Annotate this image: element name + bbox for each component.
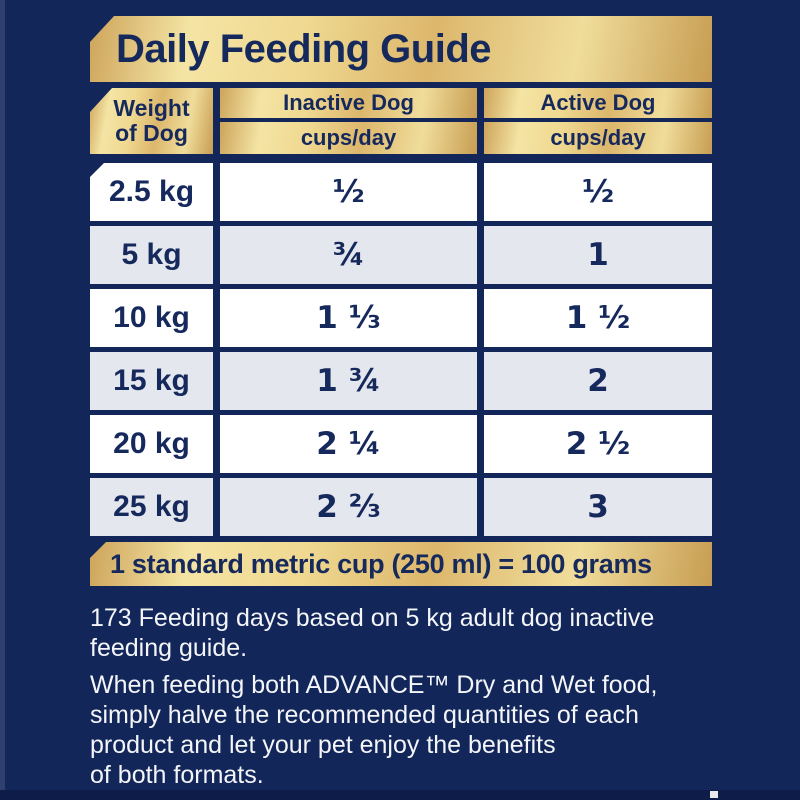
weight-cell: 15 kg bbox=[90, 352, 213, 410]
left-edge-strip bbox=[0, 0, 5, 790]
print-artifact bbox=[710, 791, 718, 798]
bottom-edge-strip bbox=[0, 790, 800, 800]
inactive-amount-cell: ¾ bbox=[220, 226, 477, 284]
page-title: Daily Feeding Guide bbox=[116, 26, 492, 71]
header-weight-cell: Weight of Dog bbox=[90, 88, 213, 154]
inactive-amount-cell: ½ bbox=[220, 163, 477, 221]
note-line: product and let your pet enjoy the benef… bbox=[90, 731, 556, 759]
active-amount-cell: ½ bbox=[484, 163, 712, 221]
weight-cell: 20 kg bbox=[90, 415, 213, 473]
inactive-amount-cell: 1 ⅓ bbox=[220, 289, 477, 347]
active-amount-cell: 3 bbox=[484, 478, 712, 536]
note-line: simply halve the recommended quantities … bbox=[90, 701, 639, 729]
note-line: of both formats. bbox=[90, 761, 264, 789]
active-amount-cell: 2 bbox=[484, 352, 712, 410]
cup-note-text: 1 standard metric cup (250 ml) = 100 gra… bbox=[110, 548, 652, 579]
weight-cell: 10 kg bbox=[90, 289, 213, 347]
note-line: feeding guide. bbox=[90, 634, 248, 662]
feeding-days-note: 173 Feeding days based on 5 kg adult dog… bbox=[90, 603, 654, 663]
inactive-amount-cell: 1 ¾ bbox=[220, 352, 477, 410]
header-active-cell: Active Dog bbox=[484, 88, 712, 118]
title-banner: Daily Feeding Guide bbox=[90, 16, 712, 82]
inactive-amount-cell: 2 ⅔ bbox=[220, 478, 477, 536]
note-line: 173 Feeding days based on 5 kg adult dog… bbox=[90, 604, 655, 632]
cup-note-banner: 1 standard metric cup (250 ml) = 100 gra… bbox=[90, 542, 712, 586]
mixed-feeding-note: When feeding both ADVANCE™ Dry and Wet f… bbox=[90, 670, 657, 790]
header-active-unit-cell: cups/day bbox=[484, 122, 712, 154]
header-inactive-unit-cell: cups/day bbox=[220, 122, 477, 154]
weight-cell: 25 kg bbox=[90, 478, 213, 536]
header-inactive-cell: Inactive Dog bbox=[220, 88, 477, 118]
weight-cell: 2.5 kg bbox=[90, 163, 213, 221]
active-amount-cell: 1 ½ bbox=[484, 289, 712, 347]
note-line: When feeding both ADVANCE™ Dry and Wet f… bbox=[90, 671, 658, 699]
active-amount-cell: 2 ½ bbox=[484, 415, 712, 473]
inactive-amount-cell: 2 ¼ bbox=[220, 415, 477, 473]
active-amount-cell: 1 bbox=[484, 226, 712, 284]
weight-cell: 5 kg bbox=[90, 226, 213, 284]
